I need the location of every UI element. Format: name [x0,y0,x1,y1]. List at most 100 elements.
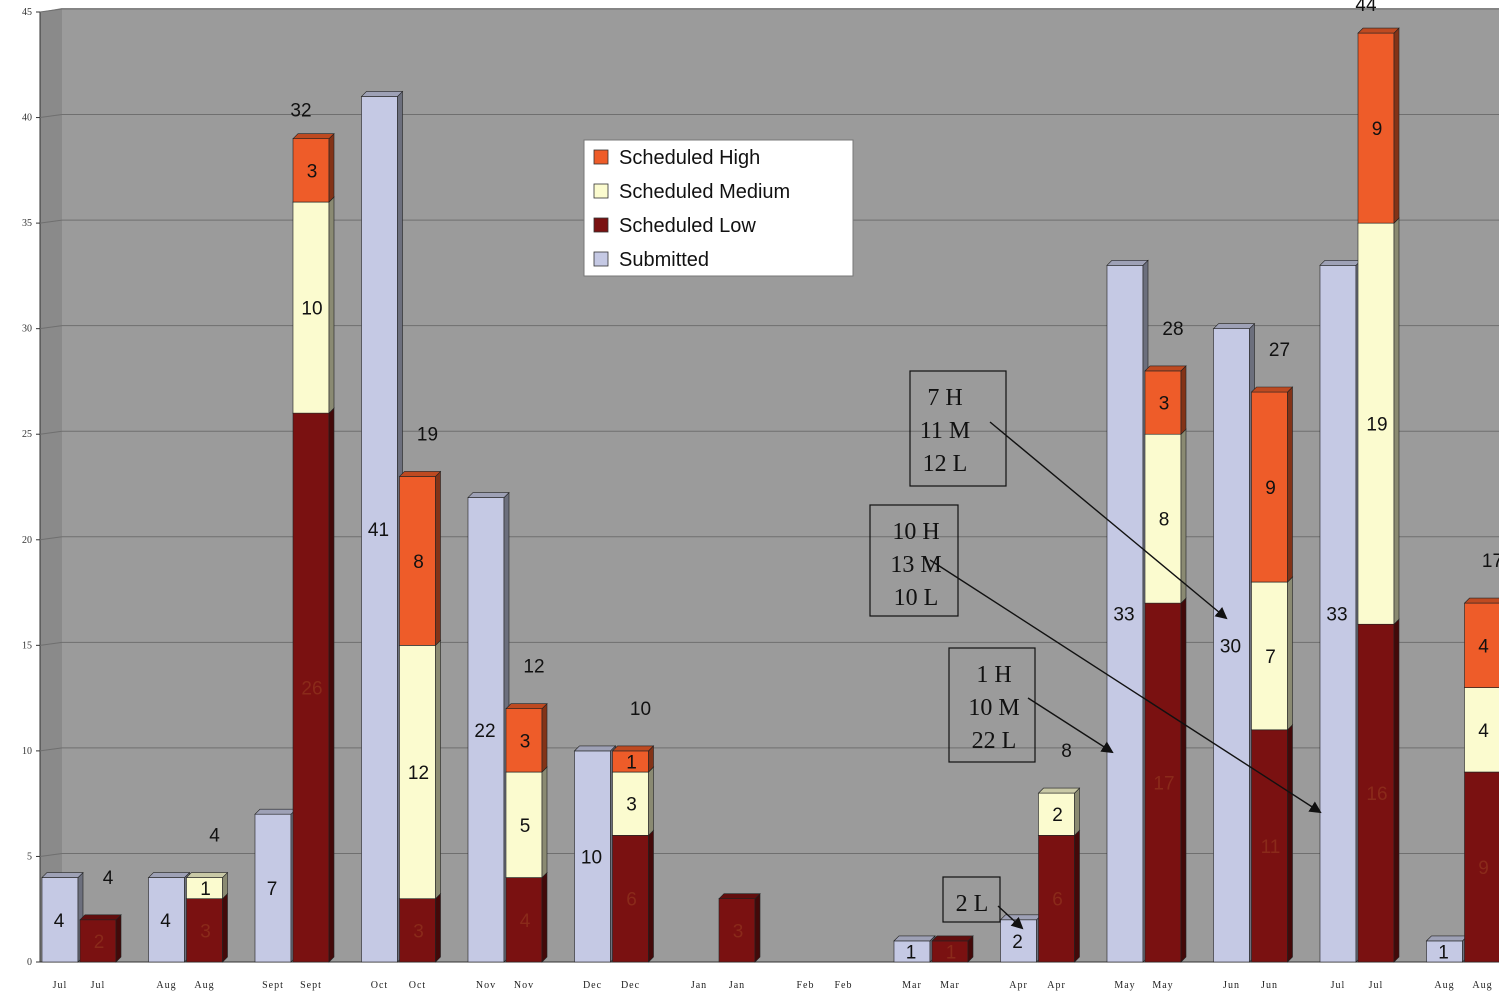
bar-scheduled-low-10-side [1181,598,1186,962]
bar-scheduled-high-12-top [1358,28,1399,33]
bar-scheduled-high-12-side [1394,28,1399,223]
label-total-0: 4 [103,868,114,889]
label-submitted-10: 33 [1113,605,1134,626]
bar-scheduled-low-6-side [755,894,760,962]
label-scheduled-medium-2: 10 [301,299,322,320]
x-tick-label-6-1: Jan [729,980,745,991]
bar-scheduled-high-10-side [1181,366,1186,434]
bar-scheduled-high-4-side [542,704,547,772]
x-tick-label-11-0: Jun [1223,980,1240,991]
label-scheduled-high-12: 9 [1372,119,1383,140]
bar-scheduled-medium-11-side [1288,577,1293,730]
label-total-13: 17 [1482,551,1499,572]
bar-scheduled-low-8-top [932,936,973,941]
y-tick-label: 40 [22,113,32,124]
label-scheduled-low-2: 26 [301,679,322,700]
bar-scheduled-medium-4-side [542,767,547,878]
bar-scheduled-high-2-top [293,134,334,139]
bar-submitted-13-top [1427,936,1468,941]
label-scheduled-medium-5: 3 [626,795,637,816]
x-tick-label-5-0: Dec [583,980,602,991]
label-total-4: 12 [523,657,544,678]
label-scheduled-low-13: 9 [1478,858,1489,879]
bar-scheduled-medium-2-side [329,197,334,413]
bar-scheduled-high-3-top [400,471,441,476]
y-tick-label: 30 [22,324,32,335]
x-tick-label-10-1: May [1152,980,1173,991]
label-scheduled-high-10: 3 [1159,394,1170,415]
label-scheduled-low-9: 6 [1052,890,1063,911]
legend-label-scheduled_high: Scheduled High [619,147,760,169]
label-submitted-12: 33 [1326,605,1347,626]
x-tick-label-4-1: Nov [514,980,534,991]
bar-scheduled-low-1-side [223,894,228,962]
label-scheduled-medium-9: 2 [1052,805,1063,826]
x-tick-label-4-0: Nov [476,980,496,991]
x-tick-label-1-1: Aug [194,980,214,991]
label-submitted-9: 2 [1012,932,1023,953]
bar-scheduled-medium-10-side [1181,429,1186,603]
bar-scheduled-low-12-side [1394,619,1399,962]
plot-side-wall [40,8,62,962]
x-tick-label-10-0: May [1114,980,1135,991]
x-tick-label-3-0: Oct [371,980,388,991]
x-tick-label-11-1: Jun [1261,980,1278,991]
label-scheduled-high-13: 4 [1478,636,1489,657]
annotation-line-0-1: 11 M [920,418,970,444]
bar-submitted-4-top [468,493,509,498]
label-scheduled-medium-13: 4 [1478,721,1489,742]
label-total-1: 4 [209,826,220,847]
label-scheduled-low-4: 4 [520,911,531,932]
bar-submitted-3-top [362,91,403,96]
bar-scheduled-high-11-side [1288,387,1293,582]
bar-scheduled-medium-1-top [187,873,228,878]
x-tick-label-8-0: Mar [902,980,922,991]
bar-submitted-1-top [149,873,190,878]
bar-scheduled-high-5-top [613,746,654,751]
x-tick-label-5-1: Dec [621,980,640,991]
label-scheduled-high-5: 1 [626,752,637,773]
label-submitted-11: 30 [1220,636,1241,657]
label-total-2: 32 [290,101,311,122]
bar-submitted-5-top [575,746,616,751]
label-scheduled-high-4: 3 [520,731,531,752]
legend-swatch-scheduled_high [594,150,608,164]
label-scheduled-low-1: 3 [200,921,211,942]
y-tick-label: 45 [22,7,32,18]
legend-swatch-submitted [594,252,608,266]
bar-scheduled-medium-9-side [1075,788,1080,835]
label-scheduled-medium-12: 19 [1366,415,1387,436]
bar-scheduled-low-2-side [329,408,334,962]
legend-label-submitted: Submitted [619,249,709,271]
label-scheduled-low-5: 6 [626,890,637,911]
bar-submitted-0-top [42,873,83,878]
label-submitted-1: 4 [160,911,171,932]
label-scheduled-low-10: 17 [1153,774,1174,795]
label-scheduled-low-11: 11 [1261,837,1281,858]
label-total-9: 8 [1061,741,1072,762]
bar-scheduled-low-3-side [436,894,441,962]
label-scheduled-high-3: 8 [413,552,424,573]
label-total-10: 28 [1162,319,1183,340]
legend-label-scheduled_medium: Scheduled Medium [619,181,790,203]
label-scheduled-medium-11: 7 [1265,647,1276,668]
x-tick-label-9-1: Apr [1047,980,1066,991]
annotation-line-2-0: 1 H [976,662,1011,688]
bar-scheduled-high-13-top [1465,598,1499,603]
x-tick-label-13-0: Aug [1434,980,1454,991]
label-scheduled-medium-10: 8 [1159,510,1170,531]
label-submitted-4: 22 [474,721,495,742]
label-scheduled-low-8: 1 [946,942,957,963]
x-tick-label-8-1: Mar [940,980,960,991]
x-tick-label-7-0: Feb [797,980,815,991]
bar-submitted-2-top [255,809,296,814]
x-tick-label-1-0: Aug [156,980,176,991]
y-tick-label: 35 [22,218,32,229]
bar-scheduled-medium-12-side [1394,218,1399,624]
annotation-line-0-0: 7 H [927,385,962,411]
x-tick-label-12-0: Jul [1331,980,1346,991]
annotation-line-2-1: 10 M [968,695,1019,721]
